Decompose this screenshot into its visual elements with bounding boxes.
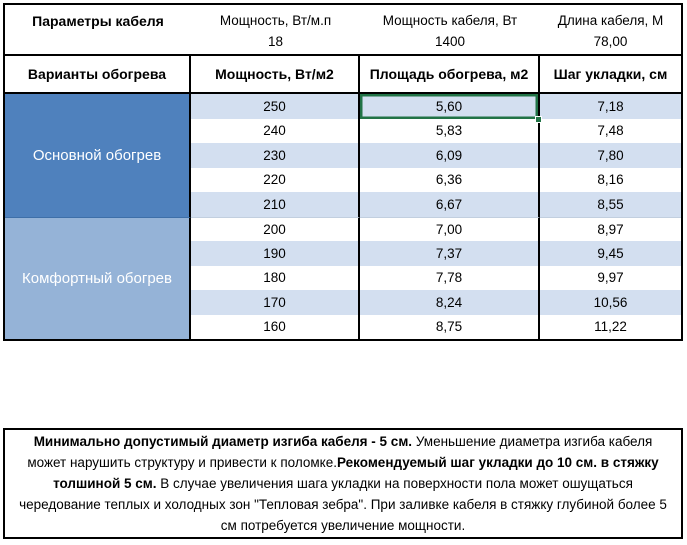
header-power[interactable]: Мощность, Вт/м2 [191,56,360,92]
note-segment-bold: Минимально допустимый диаметр изгиба каб… [33,434,413,449]
cell-power-240[interactable]: 240 [191,118,360,143]
table-body: Основной обогрев 250 5,60 7,18 240 5,83 7,48 23… [5,94,681,339]
cell-area-170[interactable]: 8,24 [360,290,540,315]
params-title-cell[interactable]: Параметры кабеля [32,13,164,29]
cell-power-250[interactable]: 250 [191,94,360,119]
cell-power-220[interactable]: 220 [191,167,360,192]
param-cable-power-value[interactable]: 1400 [434,34,466,49]
note-cell: Минимально допустимый диаметр изгиба каб… [3,428,683,539]
note-segment-bold: Рекомендуемый шаг укладки до 10 см. в ст… [53,455,659,491]
cell-power-210[interactable]: 210 [191,192,360,217]
cell-step-210[interactable]: 8,55 [540,192,681,217]
param-power-per-m-cell[interactable]: Мощность, Вт/м.п 18 [191,5,360,54]
cell-power-230[interactable]: 230 [191,143,360,168]
cell-area-200[interactable]: 7,00 [360,216,540,241]
cell-step-200[interactable]: 8,97 [540,216,681,242]
cell-power-170[interactable]: 170 [191,290,360,315]
cell-step-180[interactable]: 9,97 [597,270,624,286]
cable-params-section: Параметры кабеля Мощность, Вт/м.п 18 Мощ… [5,5,681,56]
cell-area-240[interactable]: 5,83 [360,118,540,143]
header-area[interactable]: Площадь обогрева, м2 [360,56,540,92]
header-variants[interactable]: Варианты обогрева [5,56,191,92]
param-cable-length-cell[interactable]: Длина кабеля, М 78,00 [540,5,681,54]
cell-area-210[interactable]: 6,67 [360,192,540,217]
heating-cable-table: Параметры кабеля Мощность, Вт/м.п 18 Мощ… [3,3,683,341]
cell-area-220[interactable]: 6,36 [360,167,540,192]
cell-power-180[interactable]: 180 [191,265,360,290]
selection-fill-handle[interactable] [535,115,542,123]
cell-area-190[interactable]: 7,37 [360,241,540,266]
cell-step-190[interactable]: 9,45 [540,241,681,266]
cell-power-200[interactable]: 200 [191,216,360,241]
param-cable-length-label: Длина кабеля, М [557,13,664,28]
cell-step-170[interactable]: 10,56 [540,290,681,315]
table-header-row: Варианты обогрева Мощность, Вт/м2 Площад… [5,56,681,94]
cell-step-230[interactable]: 7,80 [540,143,681,168]
cell-power-160[interactable]: 160 [191,314,360,339]
cell-power-190[interactable]: 190 [191,241,360,266]
cell-area-230[interactable]: 6,09 [360,143,540,168]
note-text: Минимально допустимый диаметр изгиба каб… [13,431,673,536]
param-cable-power-label: Мощность кабеля, Вт [382,13,518,28]
param-cable-power-cell[interactable]: Мощность кабеля, Вт 1400 [360,5,540,54]
cell-area-160[interactable]: 8,75 [360,314,540,339]
cell-area-250[interactable]: 5,60 [360,94,542,123]
param-power-per-m-value[interactable]: 18 [267,34,284,49]
note-segment: В случае увеличения шага укладки на пове… [19,476,667,533]
cell-step-220[interactable]: 8,16 [597,172,624,188]
section-label-main[interactable]: Основной обогрев [5,94,191,217]
cell-area-180[interactable]: 7,78 [360,265,540,290]
section-label-comfort[interactable]: Комфортный обогрев [5,216,191,339]
param-power-per-m-label: Мощность, Вт/м.п [219,13,332,28]
cell-step-250[interactable]: 7,18 [540,94,681,119]
header-step[interactable]: Шаг укладки, см [553,66,668,82]
cell-step-240[interactable]: 7,48 [597,123,624,139]
cell-step-160[interactable]: 11,22 [594,319,627,335]
note-segment: Уменьшение диаметра изгиба кабеля может … [27,434,653,470]
param-cable-length-value[interactable]: 78,00 [593,34,628,49]
